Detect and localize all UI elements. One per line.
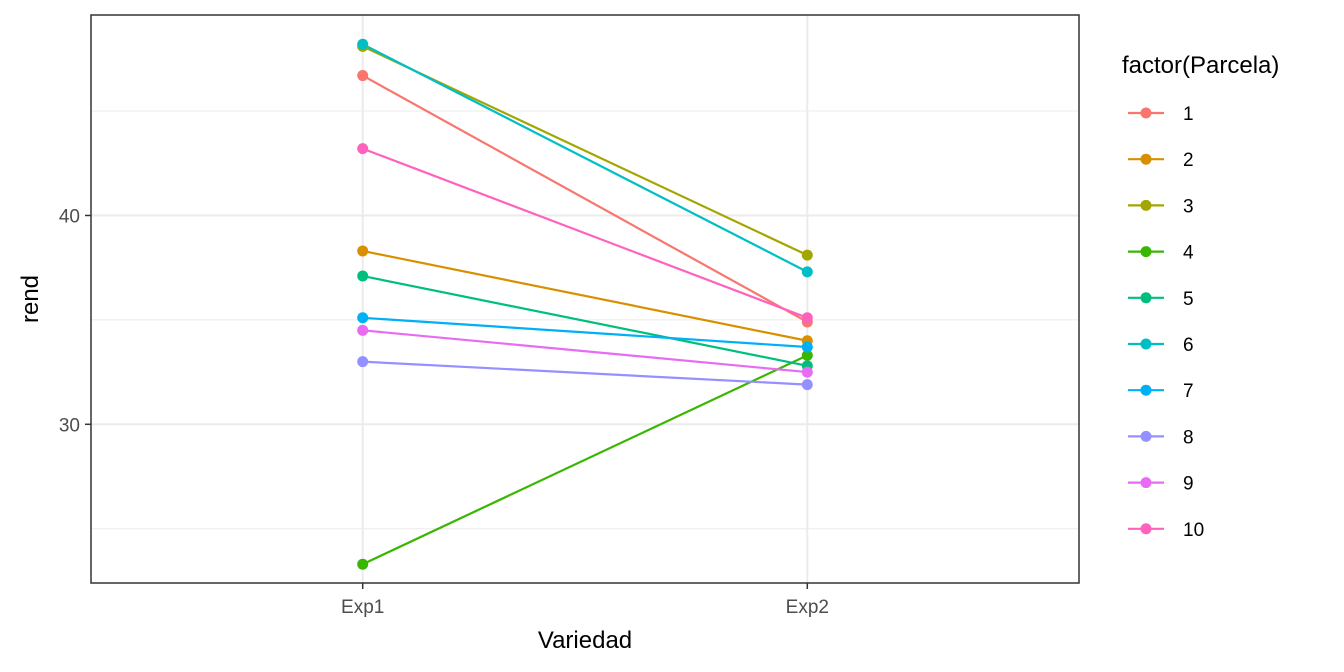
legend-item-9: 9 [1128, 474, 1194, 495]
series-points [357, 38, 813, 570]
data-point-4 [801, 349, 813, 361]
legend-label: 1 [1183, 104, 1194, 125]
data-point-10 [357, 143, 369, 155]
legend-items: 1 2 3 4 5 6 7 8 9 10 [1128, 104, 1204, 541]
legend-key-point [1140, 477, 1152, 489]
legend-key-point [1140, 292, 1152, 304]
legend-label: 6 [1183, 335, 1194, 356]
data-point-5 [357, 270, 369, 282]
data-point-7 [357, 312, 369, 324]
legend-key-point [1140, 384, 1152, 396]
data-point-8 [357, 356, 369, 368]
series-lines [362, 43, 808, 566]
legend-label: 2 [1183, 150, 1194, 171]
legend-key-point [1140, 199, 1152, 211]
data-point-1 [357, 70, 369, 82]
data-point-3 [801, 249, 813, 261]
legend-label: 7 [1183, 381, 1194, 402]
y-axis: 30 40 [59, 206, 91, 436]
legend-item-8: 8 [1128, 427, 1194, 448]
y-tick-label: 40 [59, 206, 80, 227]
series-line-2 [362, 249, 808, 342]
plot-panel-border [90, 14, 1080, 584]
legend-key-point [1140, 246, 1152, 258]
x-axis: Exp1 Exp2 [341, 583, 829, 618]
series-line-4 [362, 354, 808, 566]
legend-item-1: 1 [1128, 104, 1194, 125]
series-line-9 [362, 329, 808, 374]
data-point-9 [357, 324, 369, 336]
legend-label: 3 [1183, 196, 1194, 217]
legend-item-7: 7 [1128, 381, 1194, 402]
data-point-6 [357, 38, 369, 50]
legend-label: 10 [1183, 520, 1204, 541]
series-line-1 [362, 74, 808, 323]
series-line-5 [362, 274, 808, 367]
legend-item-3: 3 [1128, 196, 1194, 217]
legend-item-2: 2 [1128, 150, 1194, 171]
series-line-6 [362, 43, 808, 273]
y-axis-title: rend [17, 275, 44, 323]
legend-key-point [1140, 153, 1152, 165]
series-line-10 [362, 147, 808, 319]
major-gridlines [91, 15, 1079, 583]
legend-label: 8 [1183, 427, 1194, 448]
legend-item-5: 5 [1128, 289, 1194, 310]
data-point-7 [801, 341, 813, 353]
legend-label: 5 [1183, 289, 1194, 310]
data-point-4 [357, 558, 369, 570]
data-point-9 [801, 366, 813, 378]
data-point-6 [801, 266, 813, 278]
legend-key-point [1140, 338, 1152, 350]
data-point-10 [801, 312, 813, 324]
legend-label: 9 [1183, 474, 1194, 495]
legend-item-4: 4 [1128, 243, 1194, 264]
legend-item-6: 6 [1128, 335, 1194, 356]
data-point-8 [801, 379, 813, 391]
legend-title: factor(Parcela) [1122, 52, 1279, 79]
legend-key-point [1140, 523, 1152, 535]
data-point-2 [357, 245, 369, 257]
series-line-8 [362, 360, 808, 386]
x-tick-label: Exp1 [341, 597, 384, 618]
legend-item-10: 10 [1128, 520, 1204, 541]
series-line-7 [362, 316, 808, 349]
y-tick-label: 30 [59, 415, 80, 436]
legend-label: 4 [1183, 243, 1194, 264]
legend: factor(Parcela) 1 2 3 4 5 6 7 8 9 10 [1122, 52, 1279, 541]
legend-key-point [1140, 107, 1152, 119]
legend-key-point [1140, 430, 1152, 442]
x-axis-title: Variedad [538, 627, 632, 654]
x-tick-label: Exp2 [786, 597, 829, 618]
